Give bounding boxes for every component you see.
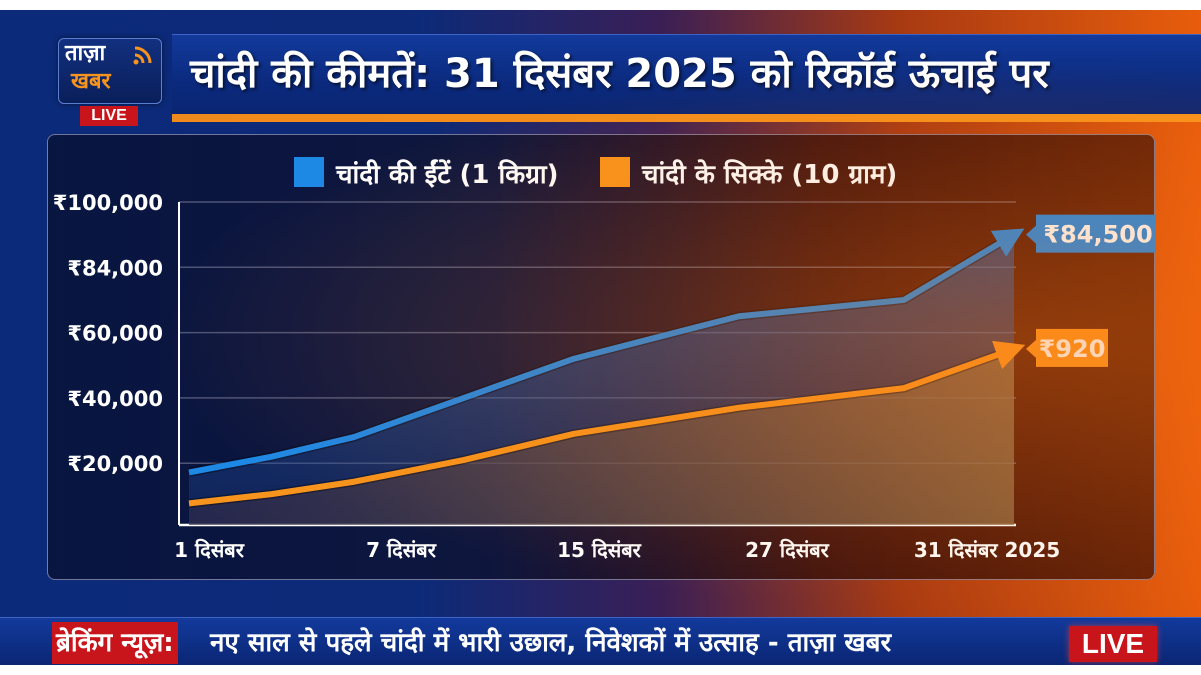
- series-line-0: [188, 228, 1025, 476]
- price-chart: चांदी की ईंटें (1 किग्रा) चांदी के सिक्क…: [53, 157, 1156, 562]
- series-line-1: [188, 340, 1026, 507]
- broadcast-signal-icon: [133, 46, 152, 65]
- end-label-pointer: [1026, 339, 1036, 358]
- end-label-box-0: [1036, 214, 1156, 253]
- end-label-pointer: [1026, 225, 1036, 244]
- legend-label-bars: चांदी की ईंटें (1 किग्रा): [335, 159, 559, 190]
- ticker-live-badge: LIVE: [1069, 626, 1157, 662]
- y-tick-label: ₹84,000: [67, 256, 163, 280]
- y-tick-label: ₹20,000: [67, 452, 163, 476]
- headline-underline: [172, 114, 1201, 122]
- y-tick-label: ₹40,000: [67, 387, 163, 411]
- series-area-1: [189, 348, 1014, 525]
- chart-panel: चांदी की ईंटें (1 किग्रा) चांदी के सिक्क…: [47, 134, 1156, 580]
- live-badge: LIVE: [80, 106, 138, 126]
- news-ticker: ब्रेकिंग न्यूज़: नए साल से पहले चांदी मे…: [0, 617, 1201, 665]
- x-tick-label: 31 दिसंबर 2025: [914, 538, 1060, 562]
- legend-label-coins: चांदी के सिक्के (10 ग्राम): [641, 159, 897, 190]
- page-title: चांदी की कीमतें: 31 दिसंबर 2025 को रिकॉर…: [190, 51, 1049, 97]
- x-tick-label: 1 दिसंबर: [174, 538, 245, 562]
- y-tick-label: ₹100,000: [53, 191, 163, 215]
- channel-logo: ताज़ा खबर: [58, 38, 162, 104]
- end-label-box-1: [1036, 328, 1108, 367]
- x-tick-label: 7 दिसंबर: [366, 538, 437, 562]
- breaking-news-label: ब्रेकिंग न्यूज़:: [52, 622, 178, 664]
- logo-text-top: ताज़ा: [65, 41, 106, 66]
- end-value-label-0: ₹84,500: [1043, 221, 1152, 249]
- legend-swatch-orange: [600, 157, 630, 187]
- broadcast-frame: ताज़ा खबर LIVE चांदी की कीमतें: 31 दिसंब…: [0, 10, 1201, 665]
- end-value-label-1: ₹920: [1039, 335, 1106, 363]
- y-tick-label: ₹60,000: [67, 322, 163, 346]
- headline-bar: चांदी की कीमतें: 31 दिसंबर 2025 को रिकॉर…: [172, 34, 1201, 115]
- logo-text-bottom: खबर: [71, 69, 111, 94]
- x-tick-label: 15 दिसंबर: [557, 538, 642, 562]
- chart-legend: चांदी की ईंटें (1 किग्रा) चांदी के सिक्क…: [294, 157, 897, 190]
- legend-swatch-blue: [294, 157, 324, 187]
- ticker-headline: नए साल से पहले चांदी में भारी उछाल, निवे…: [210, 628, 892, 658]
- x-tick-label: 27 दिसंबर: [745, 538, 830, 562]
